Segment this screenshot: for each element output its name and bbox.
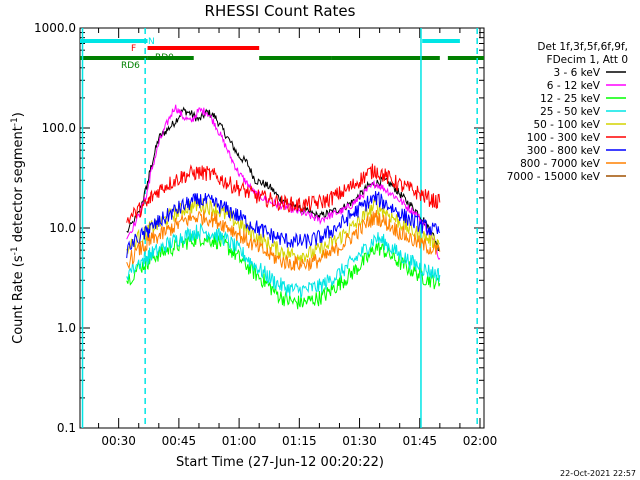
legend-entry-label: 6 - 12 keV — [547, 80, 601, 92]
x-tick-label: 01:15 — [282, 434, 317, 448]
y-tick-label: 100.0 — [42, 121, 76, 135]
y-tick-label: 1000.0 — [34, 21, 76, 35]
attenuator-label: RD6 — [121, 61, 140, 71]
legend-entry-label: 100 - 300 keV — [527, 132, 601, 144]
x-tick-label: 01:30 — [342, 434, 377, 448]
x-tick-label: 00:45 — [162, 434, 197, 448]
attenuator-label: RD0 — [155, 53, 174, 63]
x-tick-label: 02:00 — [463, 434, 498, 448]
series-line — [126, 104, 441, 261]
chart-title: RHESSI Count Rates — [205, 2, 356, 20]
series-line — [126, 231, 441, 310]
timestamp: 22-Oct-2021 22:57 — [560, 469, 636, 478]
y-tick-label: 10.0 — [49, 221, 76, 235]
series-line — [126, 190, 441, 259]
x-tick-label: 00:30 — [101, 434, 136, 448]
legend-entry-label: 7000 - 15000 keV — [507, 171, 601, 183]
series-lines — [126, 104, 441, 310]
legend-header: Det 1f,3f,5f,6f,9f, — [537, 41, 628, 53]
series-line — [126, 163, 441, 224]
series-line — [126, 222, 441, 298]
plot-frame — [79, 27, 485, 429]
attenuator-label: F — [131, 44, 136, 54]
legend: Det 1f,3f,5f,6f,9f,FDecim 1, Att 03 - 6 … — [507, 41, 628, 183]
legend-entry-label: 800 - 7000 keV — [520, 158, 601, 170]
legend-entry-label: 300 - 800 keV — [527, 145, 601, 157]
axes-ticks: 00:30 00:45 01:00 01:15 01:30 01:45 02:00 0.1 1.… — [34, 21, 497, 448]
x-tick-label: 01:45 — [402, 434, 437, 448]
plot-area: 00:30 00:45 01:00 01:15 01:30 01:45 02:00 0.1 1.… — [34, 21, 497, 448]
legend-entry-label: 3 - 6 keV — [553, 67, 600, 79]
legend-entry-label: 12 - 25 keV — [540, 93, 601, 105]
y-tick-label: 0.1 — [57, 421, 76, 435]
attenuator-label: N — [148, 37, 155, 47]
x-axis-label: Start Time (27-Jun-12 00:20:22) — [176, 455, 384, 470]
x-tick-label: 01:00 — [222, 434, 257, 448]
legend-entry-label: 50 - 100 keV — [533, 119, 600, 131]
legend-header: FDecim 1, Att 0 — [547, 54, 628, 66]
y-tick-label: 1.0 — [57, 321, 76, 335]
legend-entry-label: 25 - 50 keV — [540, 106, 601, 118]
series-line — [126, 209, 441, 271]
attenuator-bars: N F RD0 RD6 — [80, 37, 484, 71]
y-axis-label: Count Rate (s-1 detector segment-1) — [10, 112, 26, 344]
